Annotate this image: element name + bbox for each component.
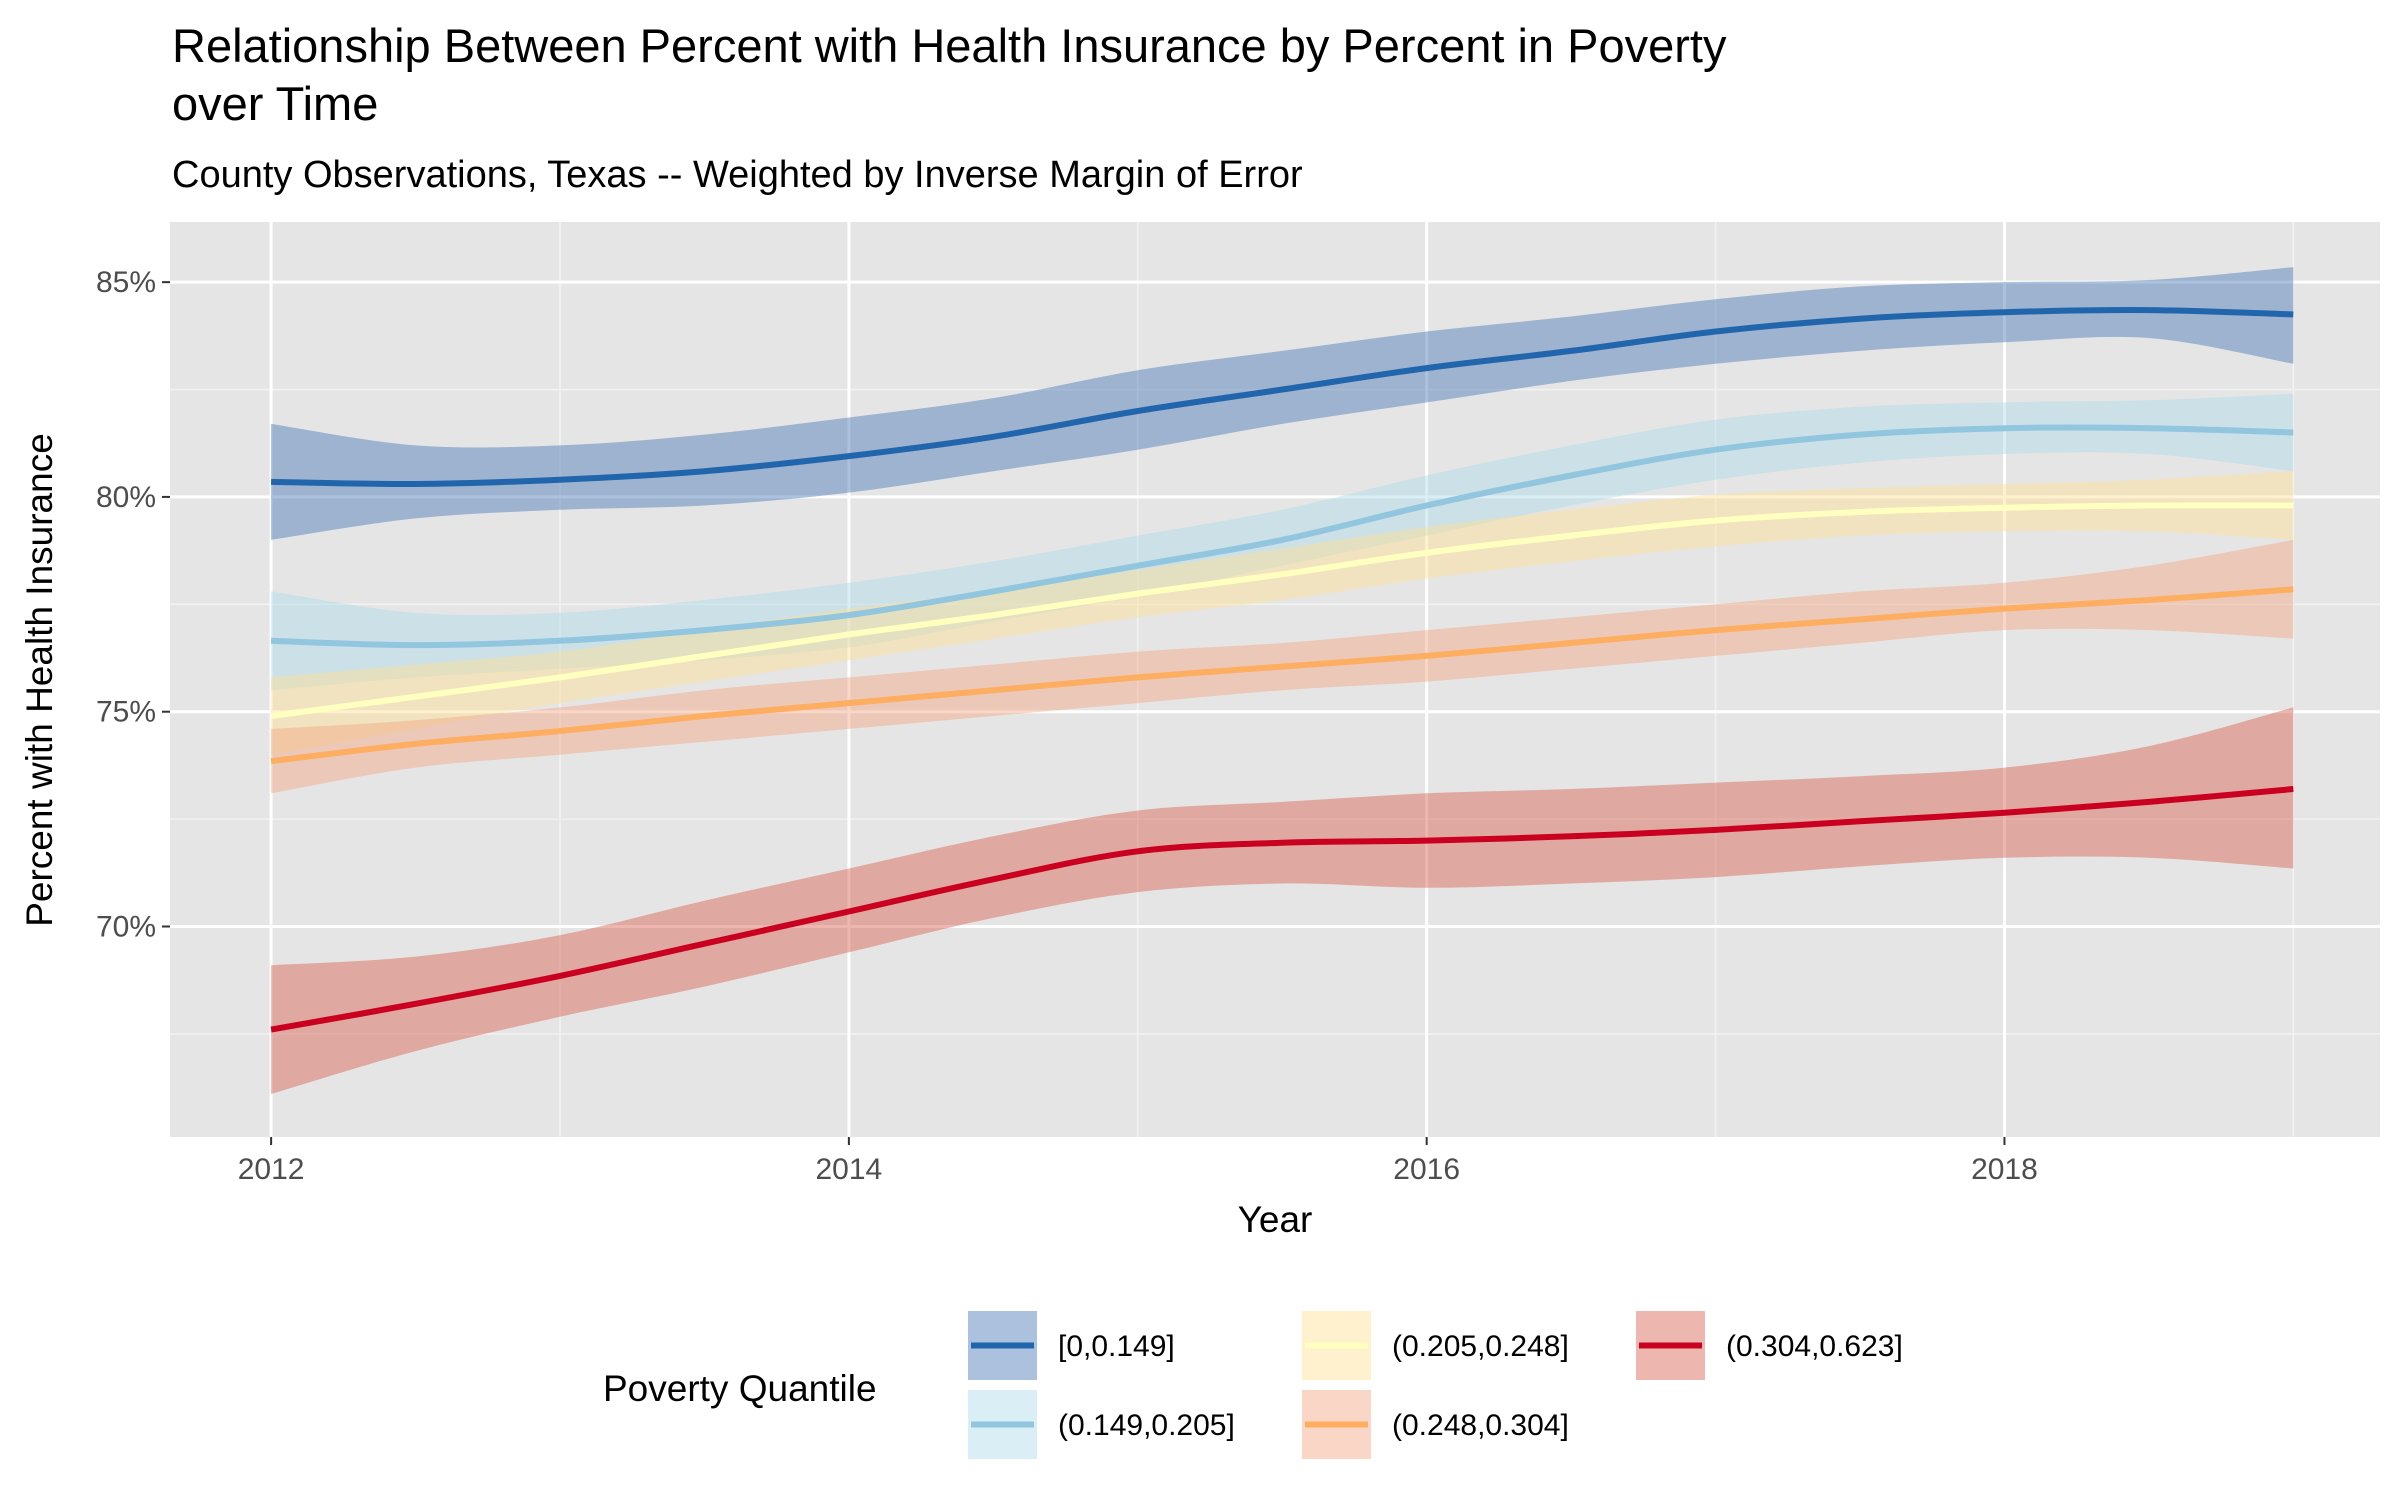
y-tick-label: 80% bbox=[96, 481, 156, 514]
line-0-0-149 bbox=[271, 307, 2294, 488]
legend-label: (0.205,0.248] bbox=[1392, 1330, 1569, 1363]
y-tick-label: 85% bbox=[96, 266, 156, 299]
chart-subtitle: County Observations, Texas -- Weighted b… bbox=[172, 154, 1303, 196]
line-0-248-0-304 bbox=[270, 586, 2294, 765]
x-tick-label: 2016 bbox=[1393, 1153, 1460, 1186]
y-axis: 70% 75% 80% 85% bbox=[96, 266, 170, 944]
legend-item: (0.304,0.623] bbox=[1636, 1311, 1903, 1380]
legend-item: (0.205,0.248] bbox=[1302, 1311, 1569, 1380]
y-tick-label: 70% bbox=[96, 911, 156, 944]
series-lines bbox=[270, 307, 2294, 1033]
legend-label: [0,0.149] bbox=[1058, 1330, 1175, 1363]
chart-title-line-2: over Time bbox=[172, 77, 378, 130]
band-0-205-0-248 bbox=[271, 471, 2294, 755]
legend-item: [0,0.149] bbox=[968, 1311, 1175, 1380]
x-axis: 2012 2014 2016 2018 bbox=[238, 1137, 2038, 1186]
legend: Poverty Quantile [0,0.149] (0.149,0.205] (… bbox=[603, 1311, 1903, 1459]
line-0-304-0-623 bbox=[270, 786, 2294, 1033]
legend-label: (0.248,0.304] bbox=[1392, 1409, 1569, 1442]
y-axis-title: Percent with Health Insurance bbox=[19, 433, 60, 927]
line-0-205-0-248 bbox=[270, 502, 2294, 719]
x-tick-label: 2018 bbox=[1971, 1153, 2038, 1186]
legend-items: [0,0.149] (0.149,0.205] (0.205,0.248] (0.24… bbox=[968, 1311, 1903, 1459]
band-0-304-0-623 bbox=[271, 707, 2294, 1094]
grid-major bbox=[170, 222, 2380, 1137]
band-0-0-149 bbox=[271, 267, 2294, 540]
x-tick-label: 2012 bbox=[238, 1153, 305, 1186]
legend-item: (0.149,0.205] bbox=[968, 1390, 1235, 1459]
chart-title-line-1: Relationship Between Percent with Health… bbox=[172, 19, 1727, 72]
legend-label: (0.304,0.623] bbox=[1726, 1330, 1903, 1363]
legend-label: (0.149,0.205] bbox=[1058, 1409, 1235, 1442]
line-0-149-0-205 bbox=[271, 424, 2294, 649]
x-tick-label: 2014 bbox=[816, 1153, 883, 1186]
legend-item: (0.248,0.304] bbox=[1302, 1390, 1569, 1459]
legend-title: Poverty Quantile bbox=[603, 1368, 877, 1409]
x-axis-title: Year bbox=[1238, 1199, 1313, 1240]
y-tick-label: 75% bbox=[96, 696, 156, 729]
